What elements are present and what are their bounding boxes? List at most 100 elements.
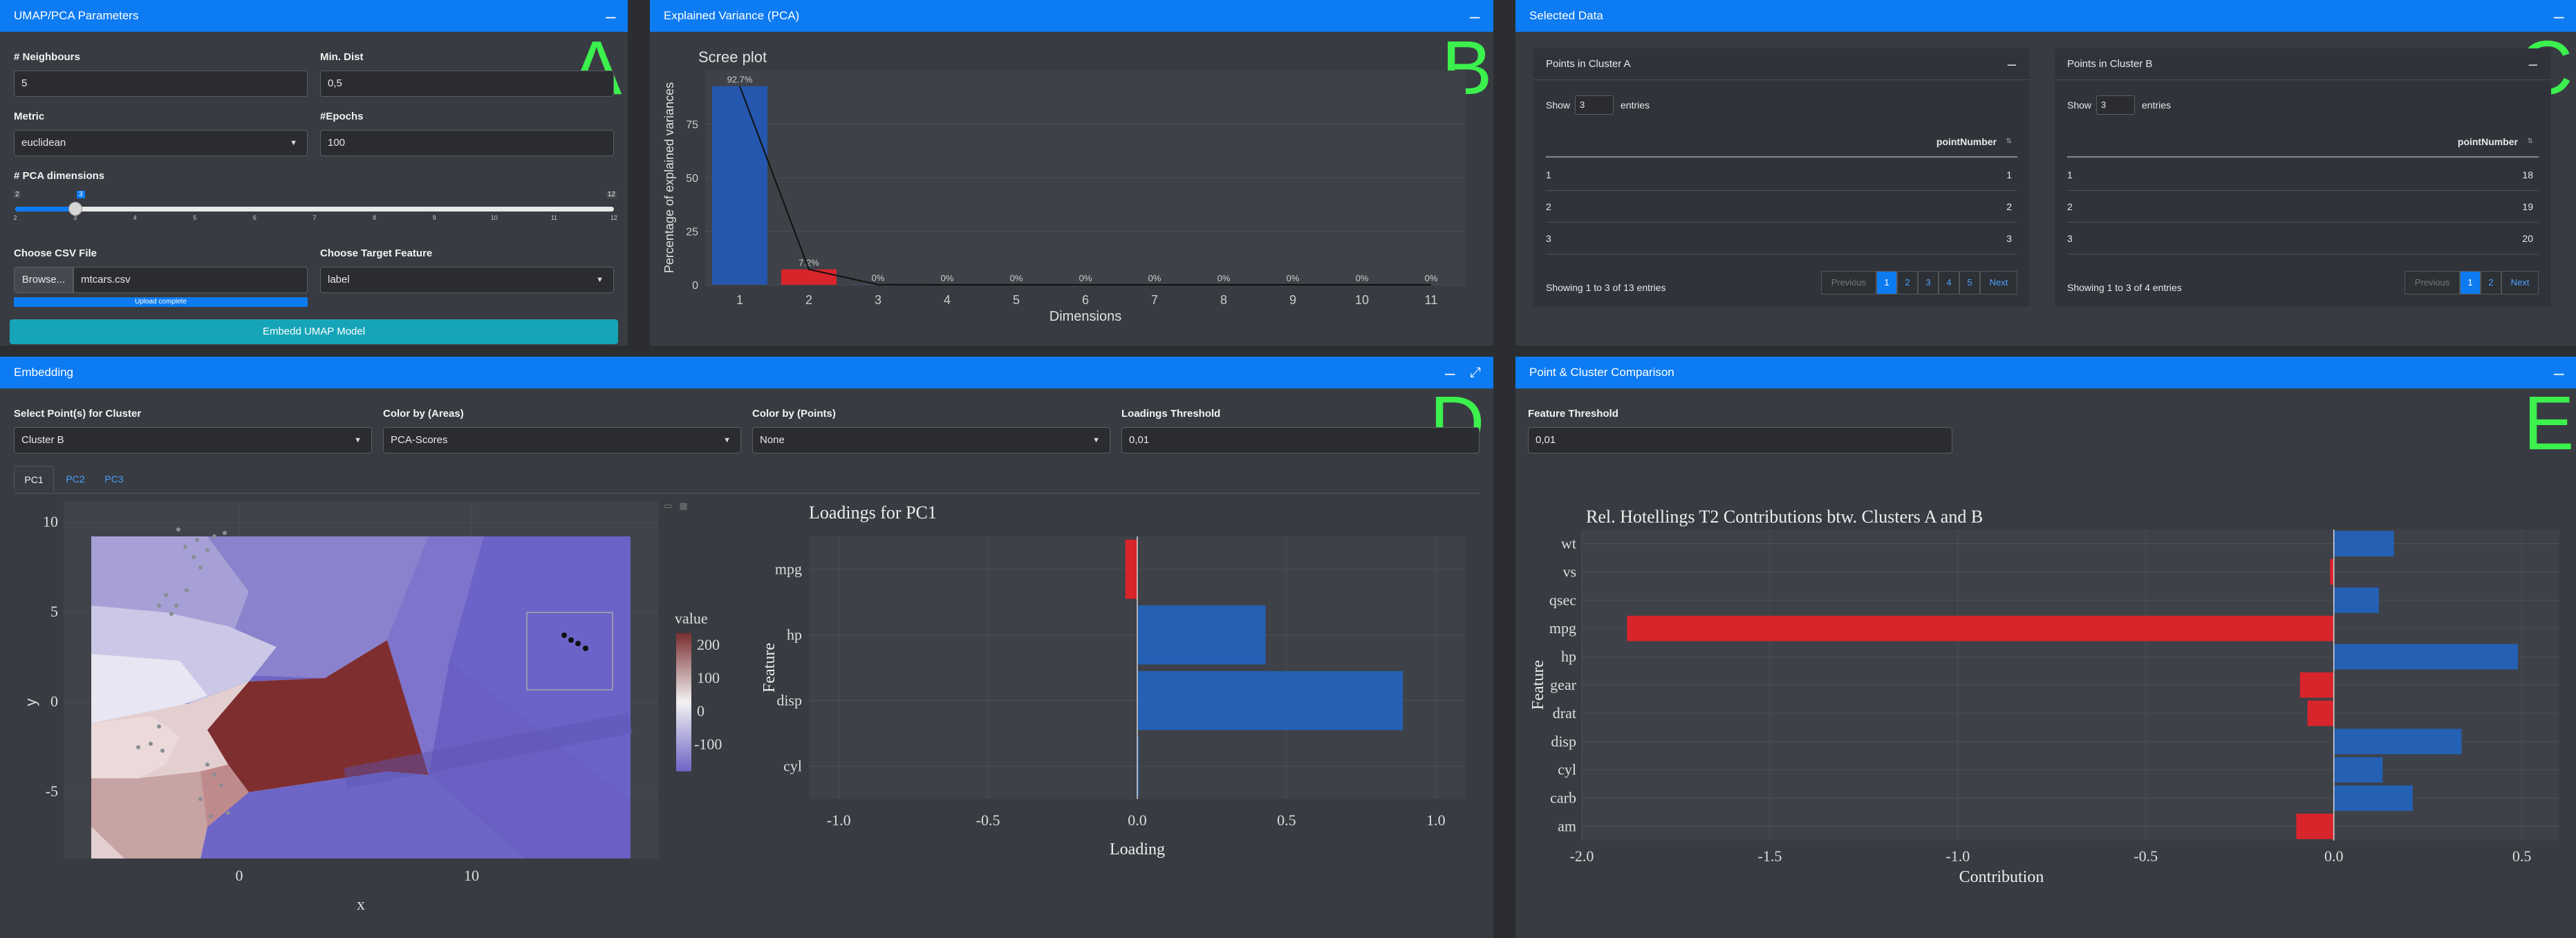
mindist-input[interactable]: 0,5: [320, 71, 614, 97]
x-axis-label: Loading: [1110, 841, 1165, 859]
table-row[interactable]: 2 19: [2067, 191, 2539, 223]
y-tick-label: disp: [1551, 733, 1576, 750]
minimize-icon[interactable]: –: [2554, 362, 2564, 383]
chart-title: Loadings for PC1: [809, 503, 937, 523]
epochs-input[interactable]: 100: [320, 130, 614, 156]
file-name-input[interactable]: mtcars.csv: [73, 267, 308, 293]
panel-umap-pca-parameters: UMAP/PCA Parameters – A # Neighbours 5 M…: [0, 0, 628, 346]
page-button[interactable]: 1: [1876, 271, 1897, 294]
loading-bar: [1137, 605, 1266, 665]
selected-points[interactable]: [561, 632, 588, 651]
caret-down-icon: ▼: [1092, 436, 1100, 444]
loading-bar: [1137, 670, 1403, 731]
sort-icon[interactable]: ⇅: [2006, 138, 2012, 145]
table-row[interactable]: 3 20: [2067, 223, 2539, 254]
mindist-label: Min. Dist: [320, 51, 364, 63]
page-button[interactable]: 1: [2460, 271, 2481, 294]
previous-page-button[interactable]: Previous: [1821, 271, 1876, 294]
target-feature-select[interactable]: label ▼: [320, 267, 614, 293]
compare-icon[interactable]: ▦: [679, 500, 695, 511]
x-tick-label: 8: [1220, 293, 1227, 307]
column-header-pointnumber[interactable]: pointNumber: [1936, 136, 1997, 147]
hotellings-contribution-chart: -2.0 -1.5 -1.0 -0.5 0.0 0.5 wt vs qsec mpg hp gear d…: [1529, 507, 2559, 886]
bar-data-label: 0%: [1425, 273, 1438, 283]
y-tick-label: hp: [1561, 648, 1576, 665]
minimize-icon[interactable]: –: [606, 6, 616, 26]
color-areas-select[interactable]: PCA-Scores ▼: [383, 427, 741, 453]
next-page-button[interactable]: Next: [1980, 271, 2017, 294]
embed-umap-button[interactable]: Embedd UMAP Model: [10, 319, 618, 344]
slider-tick-label: 6: [252, 214, 256, 221]
minimize-icon[interactable]: –: [2007, 55, 2016, 73]
y-tick-minus5: -5: [46, 782, 58, 800]
contribution-bar: [1627, 615, 2334, 641]
page-button[interactable]: 2: [2481, 271, 2501, 294]
y-axis-label: y: [22, 699, 39, 706]
minimize-icon[interactable]: –: [2528, 55, 2537, 73]
page-button[interactable]: 3: [1918, 271, 1939, 294]
panel-header: Point & Cluster Comparison: [1515, 357, 2576, 388]
tab-pc1[interactable]: PC1: [14, 466, 54, 492]
contribution-bar: [2330, 559, 2334, 585]
x-tick-label: -2.0: [1570, 847, 1594, 865]
chart-title: Rel. Hotellings T2 Contributions btw. Cl…: [1586, 507, 1983, 527]
table-row[interactable]: 1 18: [2067, 159, 2539, 191]
bar-data-label: 0%: [1010, 273, 1023, 283]
hover-icon[interactable]: ▭: [664, 500, 680, 511]
minimize-icon[interactable]: –: [1445, 362, 1455, 383]
table-card-title: Points in Cluster A: [1533, 48, 2030, 80]
loadings-threshold-input[interactable]: 0,01: [1121, 427, 1480, 453]
umap-embedding-plot[interactable]: y 10 5 0 -5 0 10 x value 200 100 0 -100: [0, 502, 774, 930]
browse-button[interactable]: Browse...: [14, 267, 73, 293]
contribution-bar: [2333, 729, 2462, 755]
embedding-points: [136, 527, 230, 818]
neighbours-input[interactable]: 5: [14, 71, 308, 97]
tab-pc3[interactable]: PC3: [104, 473, 124, 485]
slider-tick-label: 11: [550, 214, 558, 221]
x-tick-label: -0.5: [976, 812, 1000, 829]
sort-icon[interactable]: ⇅: [2527, 138, 2533, 145]
previous-page-button[interactable]: Previous: [2405, 271, 2460, 294]
y-tick-label: mpg: [775, 561, 802, 578]
page-button[interactable]: 5: [1959, 271, 1980, 294]
table-info: Showing 1 to 3 of 13 entries: [1546, 282, 1666, 293]
table-info: Showing 1 to 3 of 4 entries: [2067, 282, 2182, 293]
contribution-bar: [2333, 587, 2379, 613]
slider-tick-label: 8: [373, 214, 377, 221]
slider-tick-label: 7: [312, 214, 317, 221]
color-points-select[interactable]: None ▼: [752, 427, 1110, 453]
y-axis-label: Percentage of explained variances: [662, 82, 676, 273]
select-cluster-value: Cluster B: [21, 434, 64, 446]
slider-handle[interactable]: [68, 202, 82, 216]
page-button[interactable]: 2: [1897, 271, 1918, 294]
pca-slider[interactable]: 2 3 12 2 3 4 5 6 7 8 9 10 11 12: [13, 188, 617, 229]
y-tick-label: gear: [1550, 676, 1577, 693]
entries-select[interactable]: 3: [1575, 95, 1614, 115]
slider-max-label: 12: [606, 191, 617, 198]
bar-data-label: 0%: [941, 273, 954, 283]
color-areas-value: PCA-Scores: [391, 434, 448, 446]
minimize-icon[interactable]: –: [2554, 6, 2564, 26]
entries-select[interactable]: 3: [2096, 95, 2135, 115]
slider-ticks: 2 3 4 5 6 7 8 9 10 11 12: [13, 214, 617, 228]
page-button[interactable]: 4: [1939, 271, 1959, 294]
select-cluster-select[interactable]: Cluster B ▼: [14, 427, 372, 453]
minimize-icon[interactable]: –: [1470, 6, 1480, 26]
table-card-title: Points in Cluster B: [2055, 48, 2551, 80]
y-tick-label: qsec: [1549, 591, 1576, 608]
y-tick-label: 75: [686, 120, 698, 131]
column-header-pointnumber[interactable]: pointNumber: [2457, 136, 2518, 147]
expand-icon[interactable]: ⤢: [1470, 365, 1481, 380]
legend-tick-minus100: -100: [694, 735, 722, 753]
y-tick-5: 5: [50, 603, 58, 620]
bar-data-label: 0%: [1287, 273, 1300, 283]
next-page-button[interactable]: Next: [2501, 271, 2539, 294]
metric-select[interactable]: euclidean ▼: [14, 130, 308, 156]
selection-box[interactable]: [526, 612, 613, 691]
caret-down-icon: ▼: [354, 436, 362, 444]
feature-threshold-input[interactable]: 0,01: [1528, 427, 1952, 453]
tab-pc2[interactable]: PC2: [66, 473, 85, 485]
